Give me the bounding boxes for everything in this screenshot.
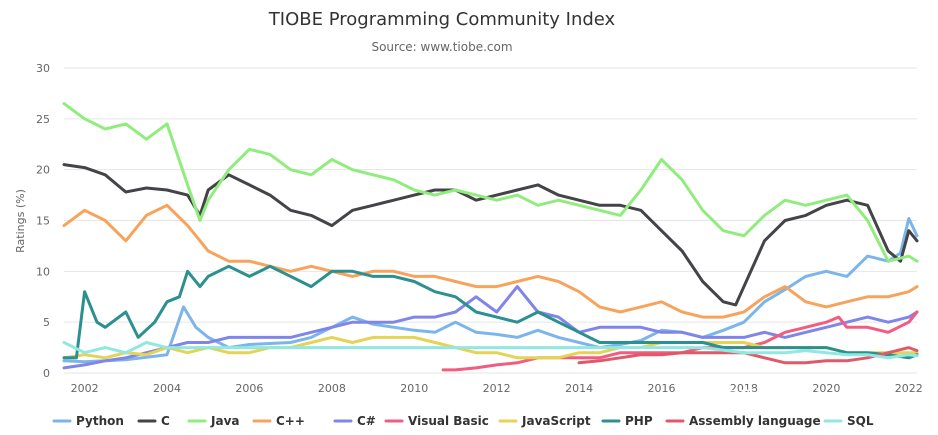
x-tick-label: 2004 [153, 382, 181, 395]
y-tick-label: 15 [36, 215, 50, 228]
legend-item-c[interactable]: C [137, 414, 170, 428]
x-tick-label: 2014 [565, 382, 593, 395]
series-line-java [62, 102, 919, 263]
y-tick-label: 20 [36, 164, 50, 177]
series-line-c- [62, 203, 919, 319]
y-axis-title: Ratings (%) [14, 189, 27, 253]
legend-item-python[interactable]: Python [52, 414, 124, 428]
x-tick-label: 2022 [895, 382, 923, 395]
series-line-c [62, 163, 919, 307]
legend-item-visual-basic[interactable]: Visual Basic [384, 414, 489, 428]
x-tick-label: 2016 [648, 382, 676, 395]
chart-subtitle: Source: www.tiobe.com [371, 40, 512, 54]
y-tick-label: 10 [36, 265, 50, 278]
series-line-c- [62, 285, 919, 370]
series-line-assembly-language [577, 346, 919, 365]
y-tick-label: 0 [43, 367, 50, 380]
x-tick-label: 2010 [400, 382, 428, 395]
legend-item-java[interactable]: Java [187, 414, 239, 428]
x-tick-label: 2012 [483, 382, 511, 395]
legend-label: C++ [276, 414, 305, 428]
legend-item-sql[interactable]: SQL [823, 414, 874, 428]
legend-label: Java [210, 414, 239, 428]
y-tick-label: 25 [36, 113, 50, 126]
x-tick-label: 2018 [730, 382, 758, 395]
x-tick-label: 2002 [71, 382, 99, 395]
legend-item-assembly-language[interactable]: Assembly language [665, 414, 821, 428]
legend-item-c-[interactable]: C# [333, 414, 376, 428]
legend-label: SQL [847, 414, 874, 428]
x-tick-label: 2008 [318, 382, 346, 395]
chart-title: TIOBE Programming Community Index [268, 9, 616, 30]
legend-label: C# [357, 414, 376, 428]
series-lines [62, 102, 919, 372]
series-line-python [62, 217, 919, 364]
legend-item-php[interactable]: PHP [601, 414, 653, 428]
legend-label: Assembly language [689, 414, 821, 428]
x-tick-label: 2020 [812, 382, 840, 395]
series-line-sql [62, 341, 919, 360]
y-tick-label: 5 [43, 316, 50, 329]
legend-label: C [161, 414, 170, 428]
x-tick-label: 2006 [235, 382, 263, 395]
legend[interactable]: Python C Java C++ C# Visual Basic JavaScript PH… [52, 414, 874, 428]
grid [64, 67, 917, 374]
series-line-visual-basic [441, 310, 919, 372]
legend-label: JavaScript [521, 414, 591, 428]
watermark: 知乎 @考拉上树 [718, 386, 864, 410]
y-tick-label: 30 [36, 62, 50, 75]
legend-item-javascript[interactable]: JavaScript [498, 414, 591, 428]
legend-label: Visual Basic [408, 414, 489, 428]
legend-label: Python [76, 414, 124, 428]
series-line-php [62, 264, 919, 360]
legend-item-c-[interactable]: C++ [252, 414, 305, 428]
legend-label: PHP [625, 414, 653, 428]
axis-ticks: 0 5 10 15 20 25 30 2002 2004 2006 2008 2010 2012 2014… [36, 62, 923, 395]
